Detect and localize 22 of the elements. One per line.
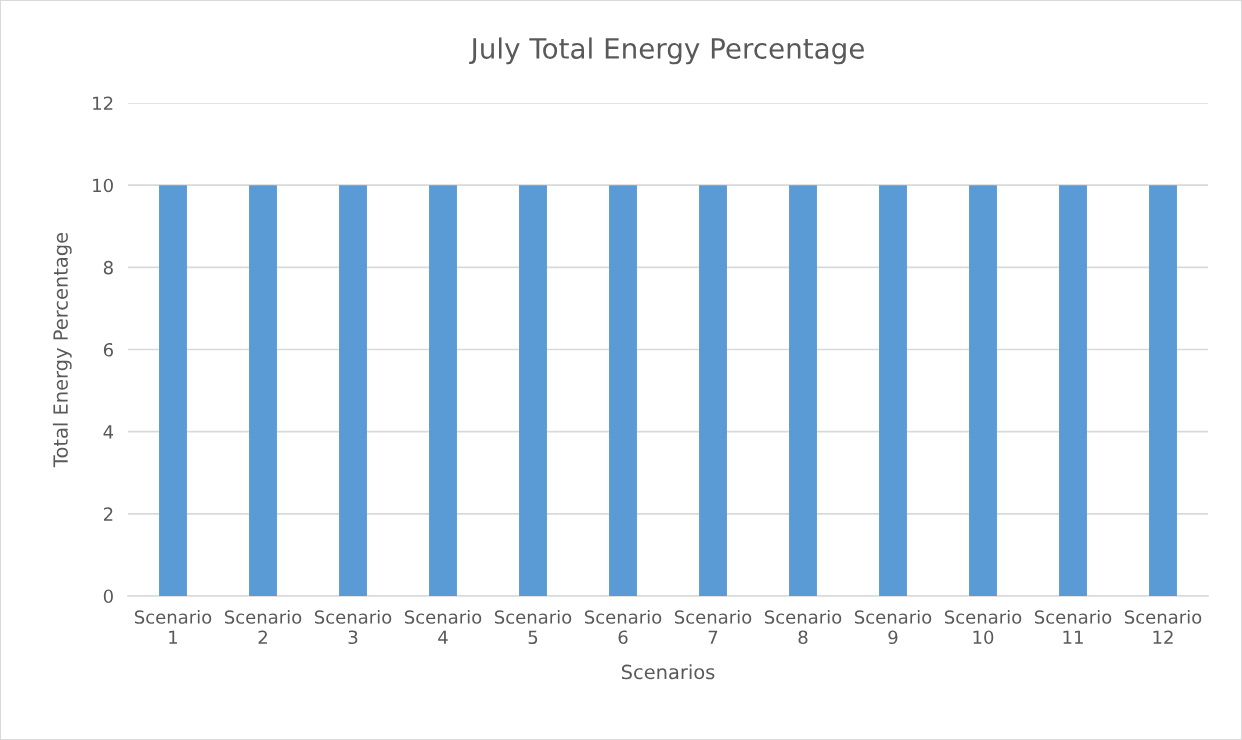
y-axis-title: Total Energy Percentage [52,232,72,468]
x-tick-label: Scenario 11 [1034,609,1112,644]
y-tick-label: 4 [103,425,114,439]
y-tick-label: 2 [103,507,113,521]
x-tick-label: Scenario 9 [854,609,932,645]
y-tick-label: 10 [93,178,113,193]
x-tick-label: Scenario 4 [404,609,482,644]
x-tick-label: Scenario 2 [224,609,302,644]
y-tick-label: 8 [103,260,113,275]
chart-title: July Total Energy Percentage [469,37,864,65]
x-tick-label: Scenario 5 [494,609,572,645]
y-tick-label: 0 [103,589,113,604]
x-tick-label: Scenario 6 [584,609,662,645]
y-tick-label: 6 [103,342,113,357]
x-tick-label: Scenario 7 [674,609,752,644]
x-tick-label: Scenario 8 [764,609,842,645]
x-tick-label: Scenario 1 [134,609,212,644]
x-tick-label: Scenario 12 [1124,609,1202,644]
y-tick-label: 12 [93,96,113,110]
x-tick-label: Scenario 10 [944,609,1022,645]
x-axis-title: Scenarios [621,664,715,680]
x-tick-label: Scenario 3 [314,609,392,645]
